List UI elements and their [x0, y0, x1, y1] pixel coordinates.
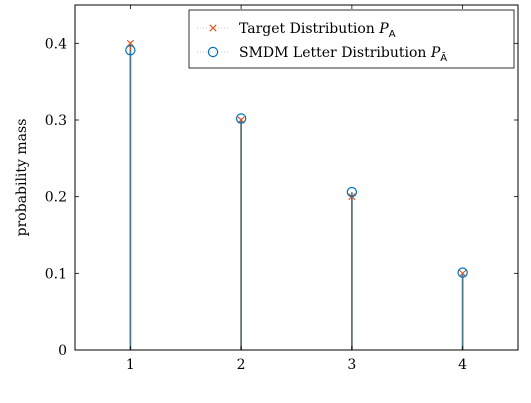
x-tick-label: 4: [458, 357, 467, 373]
x-tick-label: 2: [237, 357, 246, 373]
x-axis-ticks: 1 2 3 4: [126, 5, 467, 373]
legend-x-marker: [209, 24, 217, 32]
stem-lines: [129, 43, 464, 350]
circle-marker: [457, 267, 468, 278]
legend-entry-label: Target Distribution PA: [239, 21, 396, 40]
y-axis-ticks: 0 0.1 0.2 0.3 0.4: [45, 36, 518, 359]
legend-box: [188, 9, 515, 69]
y-tick-label: 0.3: [45, 113, 67, 129]
plot-frame: [74, 4, 519, 351]
y-tick-label: 0.4: [45, 36, 67, 52]
y-tick-label: 0.2: [45, 190, 67, 206]
circle-marker: [235, 113, 247, 124]
circle-marker: [346, 186, 358, 198]
x-tick-label: 3: [347, 357, 356, 373]
y-axis-label: probability mass: [14, 119, 30, 237]
x-marker: [459, 269, 467, 277]
data-markers: [125, 39, 468, 278]
legend: Target Distribution PA SMDM Letter Distri…: [188, 9, 515, 69]
legend-entry-label: SMDM Letter Distribution PĀ: [239, 45, 447, 64]
y-tick-label: 0: [58, 343, 67, 359]
circle-marker: [125, 45, 136, 56]
x-marker: [126, 39, 134, 47]
x-tick-label: 1: [126, 357, 135, 373]
y-tick-label: 0.1: [45, 266, 67, 282]
legend-circle-marker: [207, 46, 219, 58]
